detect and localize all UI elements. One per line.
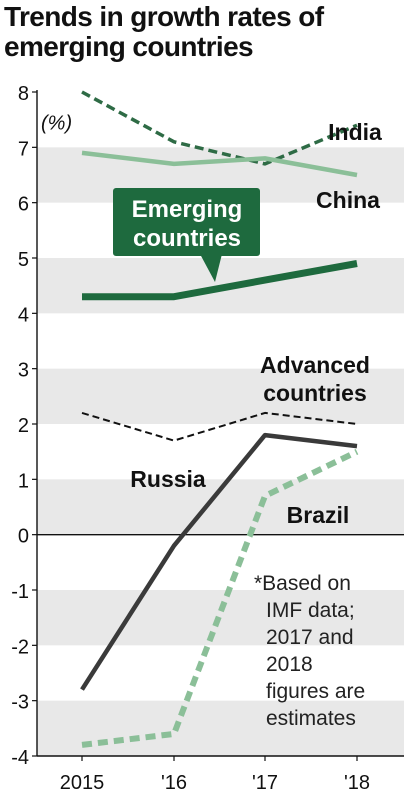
y-tick-label: 1	[18, 470, 29, 492]
series-lines	[80, 90, 359, 748]
emerging-label-line2: countries	[133, 225, 241, 252]
y-tick-label: -2	[11, 636, 29, 658]
emerging-callout-pointer	[200, 254, 222, 282]
y-tick-label: 2	[18, 415, 29, 437]
y-tick-label: 4	[18, 304, 29, 326]
y-tick-label: -4	[11, 747, 29, 769]
band--4--3	[37, 700, 404, 756]
x-tick-label: '17	[252, 772, 278, 794]
axes: -4 -3 -2 -1 0 1 2 3 4 5 6 7 8 (%) 2015 '16 '17 '18	[11, 83, 404, 794]
note-line: estimates	[266, 707, 356, 730]
series-labels: IndiaChinaEmergingcountriesAdvancedcount…	[113, 119, 382, 528]
brazil-label: Brazil	[287, 502, 350, 528]
advanced-label-line2: countries	[263, 380, 367, 406]
note-line: IMF data;	[266, 599, 355, 622]
russia-label: Russia	[130, 466, 206, 492]
advanced-line	[81, 411, 358, 442]
india-label: India	[328, 119, 382, 145]
russia-line	[80, 432, 358, 691]
emerging-callout-box	[113, 188, 260, 256]
y-tick-label: 5	[18, 249, 29, 271]
y-tick-label: 0	[18, 526, 29, 548]
china-label: China	[316, 187, 380, 213]
note-line: *Based on	[254, 572, 351, 595]
emerging-label-line1: Emerging	[132, 196, 243, 223]
y-tick-label: 7	[18, 138, 29, 160]
note-line: 2018	[266, 653, 313, 676]
x-tick-label: '18	[344, 772, 370, 794]
x-tick-label: '16	[161, 772, 187, 794]
emerging-line	[82, 260, 358, 301]
y-tick-label: 8	[18, 83, 29, 105]
y-tick-label: 6	[18, 194, 29, 216]
chart-title: Trends in growth rates of emerging count…	[4, 1, 324, 62]
footnote: *Based on IMF data; 2017 and 2018 figures ar…	[254, 572, 365, 730]
band-2-3	[37, 368, 404, 424]
china-line	[81, 150, 358, 178]
y-tick-label: 3	[18, 360, 29, 382]
x-tick-label: 2015	[60, 772, 105, 794]
note-line: 2017 and	[266, 626, 354, 649]
advanced-label-line1: Advanced	[260, 352, 370, 378]
y-tick-label: -1	[11, 581, 29, 603]
note-line: figures are	[266, 680, 365, 703]
y-tick-label: -3	[11, 692, 29, 714]
y-unit-label: (%)	[41, 112, 72, 134]
